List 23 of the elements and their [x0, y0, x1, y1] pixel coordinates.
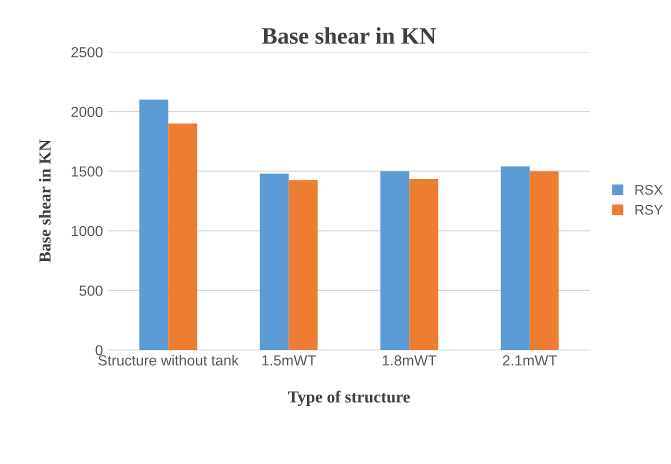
bar	[139, 100, 168, 350]
y-tick-label: 2000	[71, 106, 103, 118]
x-tick-label: 1.5mWT	[262, 355, 316, 366]
bar	[168, 124, 198, 350]
x-axis-title: Type of structure	[288, 390, 410, 406]
y-tick-label: 500	[79, 286, 103, 296]
y-tick-label: 0	[96, 345, 103, 356]
legend-label: RSY	[636, 204, 663, 215]
bar	[409, 178, 438, 350]
bar	[530, 171, 559, 350]
y-tick-label: 2500	[71, 47, 103, 58]
x-tick-label: 1.8mWT	[382, 355, 436, 366]
bar	[500, 166, 530, 350]
bar	[260, 174, 289, 350]
y-tick-label: 1000	[72, 226, 103, 236]
chart-title: Base shear in KN	[262, 27, 436, 44]
legend-label: RSX	[636, 184, 663, 195]
bar	[288, 180, 318, 350]
bar	[380, 171, 410, 350]
x-tick-label: Structure without tank	[98, 354, 239, 366]
y-axis-title: Base shear in KN	[38, 140, 51, 262]
x-tick-label: 2.1mWT	[502, 355, 557, 366]
y-tick-label: 1500	[72, 166, 103, 177]
